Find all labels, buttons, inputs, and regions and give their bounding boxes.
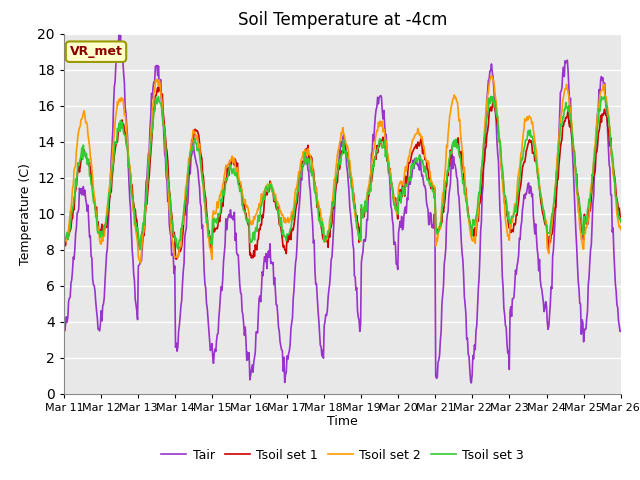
Tsoil set 1 <box>172 256 180 262</box>
Line: Tsoil set 3: Tsoil set 3 <box>64 96 621 250</box>
Tsoil set 3 <box>186 159 193 165</box>
Tsoil set 1 <box>154 84 161 90</box>
Tair <box>617 328 625 334</box>
Tsoil set 2 <box>214 205 222 211</box>
Tair <box>128 247 136 252</box>
Tair <box>185 180 193 186</box>
Tsoil set 3 <box>428 184 436 190</box>
Tsoil set 3 <box>136 247 144 252</box>
Legend: Tair, Tsoil set 1, Tsoil set 2, Tsoil set 3: Tair, Tsoil set 1, Tsoil set 2, Tsoil se… <box>156 444 529 467</box>
Tair <box>467 380 475 386</box>
Title: Soil Temperature at -4cm: Soil Temperature at -4cm <box>237 11 447 29</box>
Tsoil set 1 <box>412 144 419 150</box>
Tsoil set 3 <box>412 156 419 162</box>
Tair <box>60 325 68 331</box>
X-axis label: Time: Time <box>327 415 358 429</box>
Tsoil set 3 <box>127 192 135 197</box>
Tsoil set 1 <box>60 234 68 240</box>
Tair <box>115 32 123 38</box>
Tair <box>428 211 435 217</box>
Tsoil set 3 <box>215 213 223 219</box>
Tsoil set 3 <box>155 94 163 99</box>
Text: VR_met: VR_met <box>70 45 122 58</box>
Tsoil set 2 <box>60 235 68 241</box>
Tsoil set 1 <box>186 164 193 170</box>
Tair <box>411 156 419 161</box>
Tsoil set 2 <box>617 227 625 232</box>
Tsoil set 2 <box>137 260 145 265</box>
Tsoil set 3 <box>70 195 78 201</box>
Tsoil set 2 <box>488 72 495 78</box>
Tair <box>70 256 78 262</box>
Tsoil set 1 <box>428 181 436 187</box>
Line: Tsoil set 1: Tsoil set 1 <box>64 87 621 259</box>
Tsoil set 3 <box>617 219 625 225</box>
Tsoil set 1 <box>127 181 135 187</box>
Tsoil set 2 <box>411 132 419 138</box>
Tsoil set 2 <box>185 156 193 161</box>
Tsoil set 2 <box>70 167 78 173</box>
Line: Tsoil set 2: Tsoil set 2 <box>64 75 621 263</box>
Tsoil set 3 <box>60 241 68 247</box>
Y-axis label: Temperature (C): Temperature (C) <box>19 163 31 264</box>
Tair <box>214 331 222 336</box>
Tsoil set 2 <box>127 181 135 187</box>
Line: Tair: Tair <box>64 35 621 383</box>
Tsoil set 1 <box>70 207 78 213</box>
Tsoil set 1 <box>215 215 223 220</box>
Tsoil set 1 <box>617 215 625 220</box>
Tsoil set 2 <box>428 180 435 186</box>
